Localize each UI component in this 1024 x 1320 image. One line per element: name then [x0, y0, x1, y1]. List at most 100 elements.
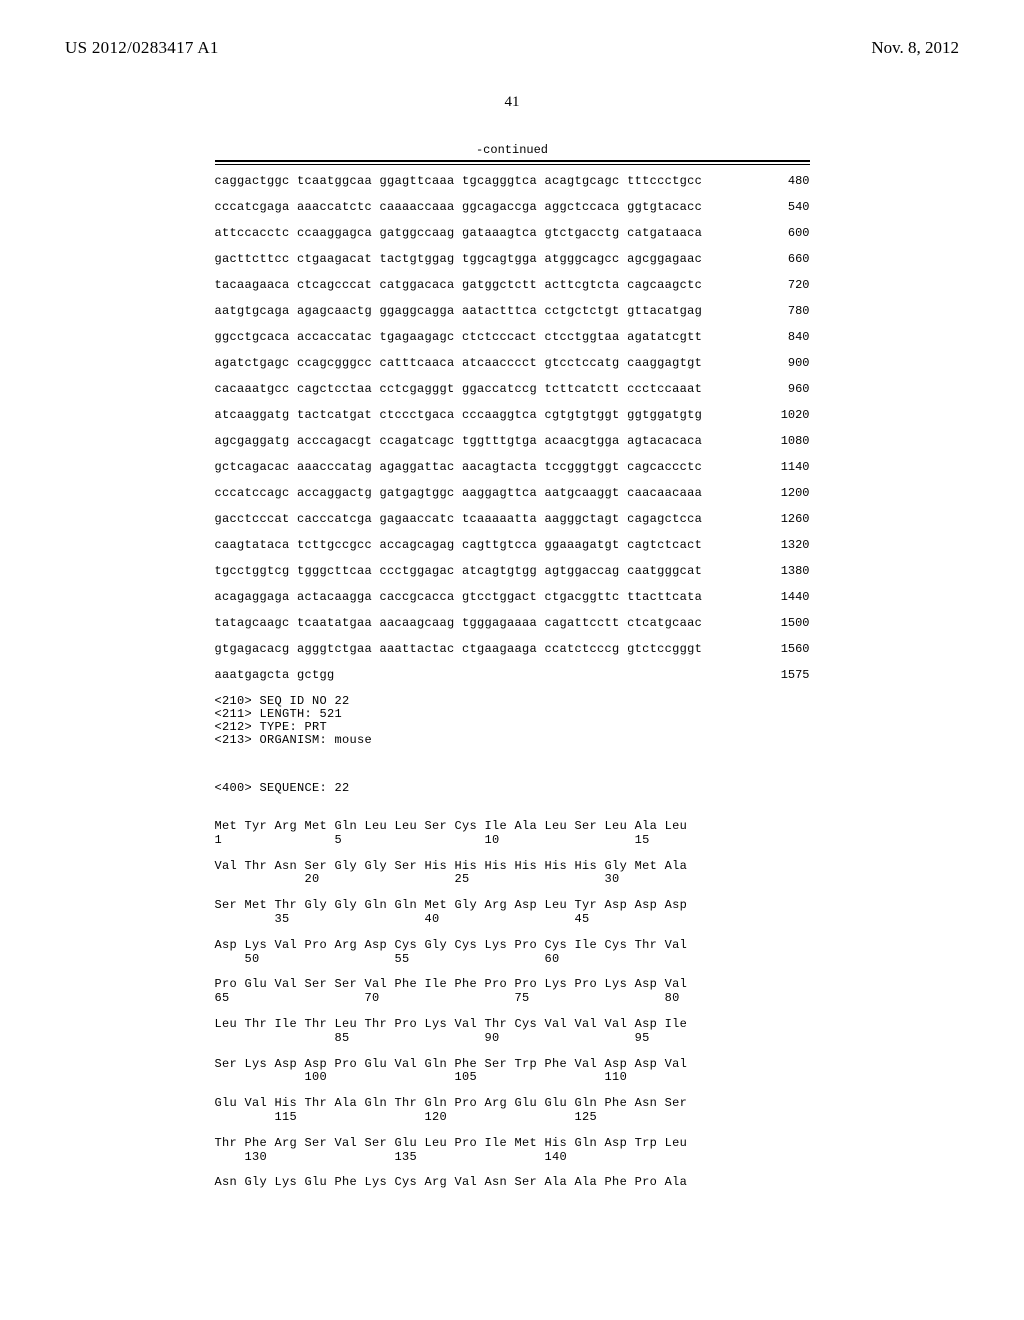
dna-sequence-text: agatctgagc ccagcgggcc catttcaaca atcaacc… — [215, 357, 703, 369]
dna-sequence-block: caggactggc tcaatggcaa ggagttcaaa tgcaggg… — [215, 175, 810, 681]
dna-sequence-line: acagaggaga actacaagga caccgcacca gtcctgg… — [215, 591, 810, 603]
sequence-meta-line: <211> LENGTH: 521 — [215, 708, 810, 720]
dna-sequence-line: gctcagacac aaacccatag agaggattac aacagta… — [215, 461, 810, 473]
dna-sequence-text: ggcctgcaca accaccatac tgagaagagc ctctccc… — [215, 331, 703, 343]
dna-sequence-text: gacttcttcc ctgaagacat tactgtggag tggcagt… — [215, 253, 703, 265]
dna-sequence-line: tacaagaaca ctcagcccat catggacaca gatggct… — [215, 279, 810, 291]
dna-sequence-position: 1140 — [765, 461, 810, 473]
dna-sequence-line: caggactggc tcaatggcaa ggagttcaaa tgcaggg… — [215, 175, 810, 187]
protein-position-line: 35 40 45 — [215, 913, 810, 927]
protein-aa-line: Ser Met Thr Gly Gly Gln Gln Met Gly Arg … — [215, 899, 810, 913]
dna-sequence-position: 960 — [765, 383, 810, 395]
dna-sequence-line: ggcctgcaca accaccatac tgagaagagc ctctccc… — [215, 331, 810, 343]
dna-sequence-text: acagaggaga actacaagga caccgcacca gtcctgg… — [215, 591, 703, 603]
document-id: US 2012/0283417 A1 — [65, 38, 219, 58]
dna-sequence-position: 1020 — [765, 409, 810, 421]
protein-aa-line: Glu Val His Thr Ala Gln Thr Gln Pro Arg … — [215, 1097, 810, 1111]
sequence-meta-line: <210> SEQ ID NO 22 — [215, 695, 810, 707]
protein-sequence-pair: Ser Lys Asp Asp Pro Glu Val Gln Phe Ser … — [215, 1058, 810, 1086]
dna-sequence-line: caagtataca tcttgccgcc accagcagag cagttgt… — [215, 539, 810, 551]
sequence-meta-line: <213> ORGANISM: mouse — [215, 734, 810, 746]
sequence-number-line: <400> SEQUENCE: 22 — [215, 782, 810, 794]
protein-sequence-pair: Thr Phe Arg Ser Val Ser Glu Leu Pro Ile … — [215, 1137, 810, 1165]
protein-position-line: 100 105 110 — [215, 1071, 810, 1085]
dna-sequence-text: tgcctggtcg tgggcttcaa ccctggagac atcagtg… — [215, 565, 703, 577]
protein-aa-line: Asp Lys Val Pro Arg Asp Cys Gly Cys Lys … — [215, 939, 810, 953]
protein-position-line: 20 25 30 — [215, 873, 810, 887]
protein-sequence-pair: Asn Gly Lys Glu Phe Lys Cys Arg Val Asn … — [215, 1176, 810, 1190]
protein-aa-line: Thr Phe Arg Ser Val Ser Glu Leu Pro Ile … — [215, 1137, 810, 1151]
dna-sequence-line: gacctcccat cacccatcga gagaaccatc tcaaaaa… — [215, 513, 810, 525]
dna-sequence-position: 780 — [765, 305, 810, 317]
dna-sequence-position: 1260 — [765, 513, 810, 525]
protein-sequence-pair: Asp Lys Val Pro Arg Asp Cys Gly Cys Lys … — [215, 939, 810, 967]
sequence-meta-line: <212> TYPE: PRT — [215, 721, 810, 733]
dna-sequence-line: gtgagacacg agggtctgaa aaattactac ctgaaga… — [215, 643, 810, 655]
dna-sequence-line: aaatgagcta gctgg 1575 — [215, 669, 810, 681]
continued-label: -continued — [65, 143, 959, 157]
dna-sequence-position: 1080 — [765, 435, 810, 447]
dna-sequence-position: 1500 — [765, 617, 810, 629]
dna-sequence-line: tgcctggtcg tgggcttcaa ccctggagac atcagtg… — [215, 565, 810, 577]
dna-sequence-text: agcgaggatg acccagacgt ccagatcagc tggtttg… — [215, 435, 703, 447]
dna-sequence-line: agcgaggatg acccagacgt ccagatcagc tggtttg… — [215, 435, 810, 447]
sequence-metadata-block: <210> SEQ ID NO 22<211> LENGTH: 521<212>… — [215, 695, 810, 746]
dna-sequence-text: gtgagacacg agggtctgaa aaattactac ctgaaga… — [215, 643, 703, 655]
dna-sequence-line: cacaaatgcc cagctcctaa cctcgagggt ggaccat… — [215, 383, 810, 395]
sequence-rule-top — [215, 160, 810, 165]
dna-sequence-text: aaatgagcta gctgg — [215, 669, 335, 681]
protein-sequence-block: Met Tyr Arg Met Gln Leu Leu Ser Cys Ile … — [215, 820, 810, 1190]
dna-sequence-line: gacttcttcc ctgaagacat tactgtggag tggcagt… — [215, 253, 810, 265]
dna-sequence-position: 1200 — [765, 487, 810, 499]
protein-sequence-pair: Leu Thr Ile Thr Leu Thr Pro Lys Val Thr … — [215, 1018, 810, 1046]
protein-aa-line: Pro Glu Val Ser Ser Val Phe Ile Phe Pro … — [215, 978, 810, 992]
dna-sequence-position: 660 — [765, 253, 810, 265]
dna-sequence-position: 480 — [765, 175, 810, 187]
dna-sequence-line: agatctgagc ccagcgggcc catttcaaca atcaacc… — [215, 357, 810, 369]
dna-sequence-position: 900 — [765, 357, 810, 369]
protein-position-line: 115 120 125 — [215, 1111, 810, 1125]
protein-sequence-pair: Val Thr Asn Ser Gly Gly Ser His His His … — [215, 860, 810, 888]
protein-position-line: 85 90 95 — [215, 1032, 810, 1046]
protein-aa-line: Asn Gly Lys Glu Phe Lys Cys Arg Val Asn … — [215, 1176, 810, 1190]
protein-aa-line: Ser Lys Asp Asp Pro Glu Val Gln Phe Ser … — [215, 1058, 810, 1072]
dna-sequence-text: gacctcccat cacccatcga gagaaccatc tcaaaaa… — [215, 513, 703, 525]
dna-sequence-line: cccatccagc accaggactg gatgagtggc aaggagt… — [215, 487, 810, 499]
protein-aa-line: Leu Thr Ile Thr Leu Thr Pro Lys Val Thr … — [215, 1018, 810, 1032]
dna-sequence-text: caggactggc tcaatggcaa ggagttcaaa tgcaggg… — [215, 175, 703, 187]
dna-sequence-text: atcaaggatg tactcatgat ctccctgaca cccaagg… — [215, 409, 703, 421]
dna-sequence-position: 840 — [765, 331, 810, 343]
page-number: 41 — [65, 94, 959, 111]
dna-sequence-position: 720 — [765, 279, 810, 291]
sequence-400-line: <400> SEQUENCE: 22 — [215, 758, 810, 818]
publication-date: Nov. 8, 2012 — [871, 38, 959, 58]
protein-position-line: 1 5 10 15 — [215, 834, 810, 848]
dna-sequence-line: atcaaggatg tactcatgat ctccctgaca cccaagg… — [215, 409, 810, 421]
dna-sequence-line: cccatcgaga aaaccatctc caaaaccaaa ggcagac… — [215, 201, 810, 213]
protein-position-line: 65 70 75 80 — [215, 992, 810, 1006]
dna-sequence-position: 1560 — [765, 643, 810, 655]
page-header: US 2012/0283417 A1 Nov. 8, 2012 — [65, 38, 959, 58]
dna-sequence-position: 1575 — [765, 669, 810, 681]
dna-sequence-text: aatgtgcaga agagcaactg ggaggcagga aatactt… — [215, 305, 703, 317]
protein-sequence-pair: Ser Met Thr Gly Gly Gln Gln Met Gly Arg … — [215, 899, 810, 927]
dna-sequence-line: tatagcaagc tcaatatgaa aacaagcaag tgggaga… — [215, 617, 810, 629]
protein-sequence-pair: Met Tyr Arg Met Gln Leu Leu Ser Cys Ile … — [215, 820, 810, 848]
protein-sequence-pair: Pro Glu Val Ser Ser Val Phe Ile Phe Pro … — [215, 978, 810, 1006]
dna-sequence-position: 540 — [765, 201, 810, 213]
protein-aa-line: Val Thr Asn Ser Gly Gly Ser His His His … — [215, 860, 810, 874]
dna-sequence-line: attccacctc ccaaggagca gatggccaag gataaag… — [215, 227, 810, 239]
dna-sequence-text: attccacctc ccaaggagca gatggccaag gataaag… — [215, 227, 703, 239]
dna-sequence-text: cccatccagc accaggactg gatgagtggc aaggagt… — [215, 487, 703, 499]
dna-sequence-text: tatagcaagc tcaatatgaa aacaagcaag tgggaga… — [215, 617, 703, 629]
dna-sequence-position: 1320 — [765, 539, 810, 551]
protein-aa-line: Met Tyr Arg Met Gln Leu Leu Ser Cys Ile … — [215, 820, 810, 834]
protein-sequence-pair: Glu Val His Thr Ala Gln Thr Gln Pro Arg … — [215, 1097, 810, 1125]
protein-position-line: 50 55 60 — [215, 953, 810, 967]
dna-sequence-line: aatgtgcaga agagcaactg ggaggcagga aatactt… — [215, 305, 810, 317]
dna-sequence-position: 600 — [765, 227, 810, 239]
dna-sequence-text: cacaaatgcc cagctcctaa cctcgagggt ggaccat… — [215, 383, 703, 395]
dna-sequence-position: 1440 — [765, 591, 810, 603]
dna-sequence-text: cccatcgaga aaaccatctc caaaaccaaa ggcagac… — [215, 201, 703, 213]
dna-sequence-position: 1380 — [765, 565, 810, 577]
